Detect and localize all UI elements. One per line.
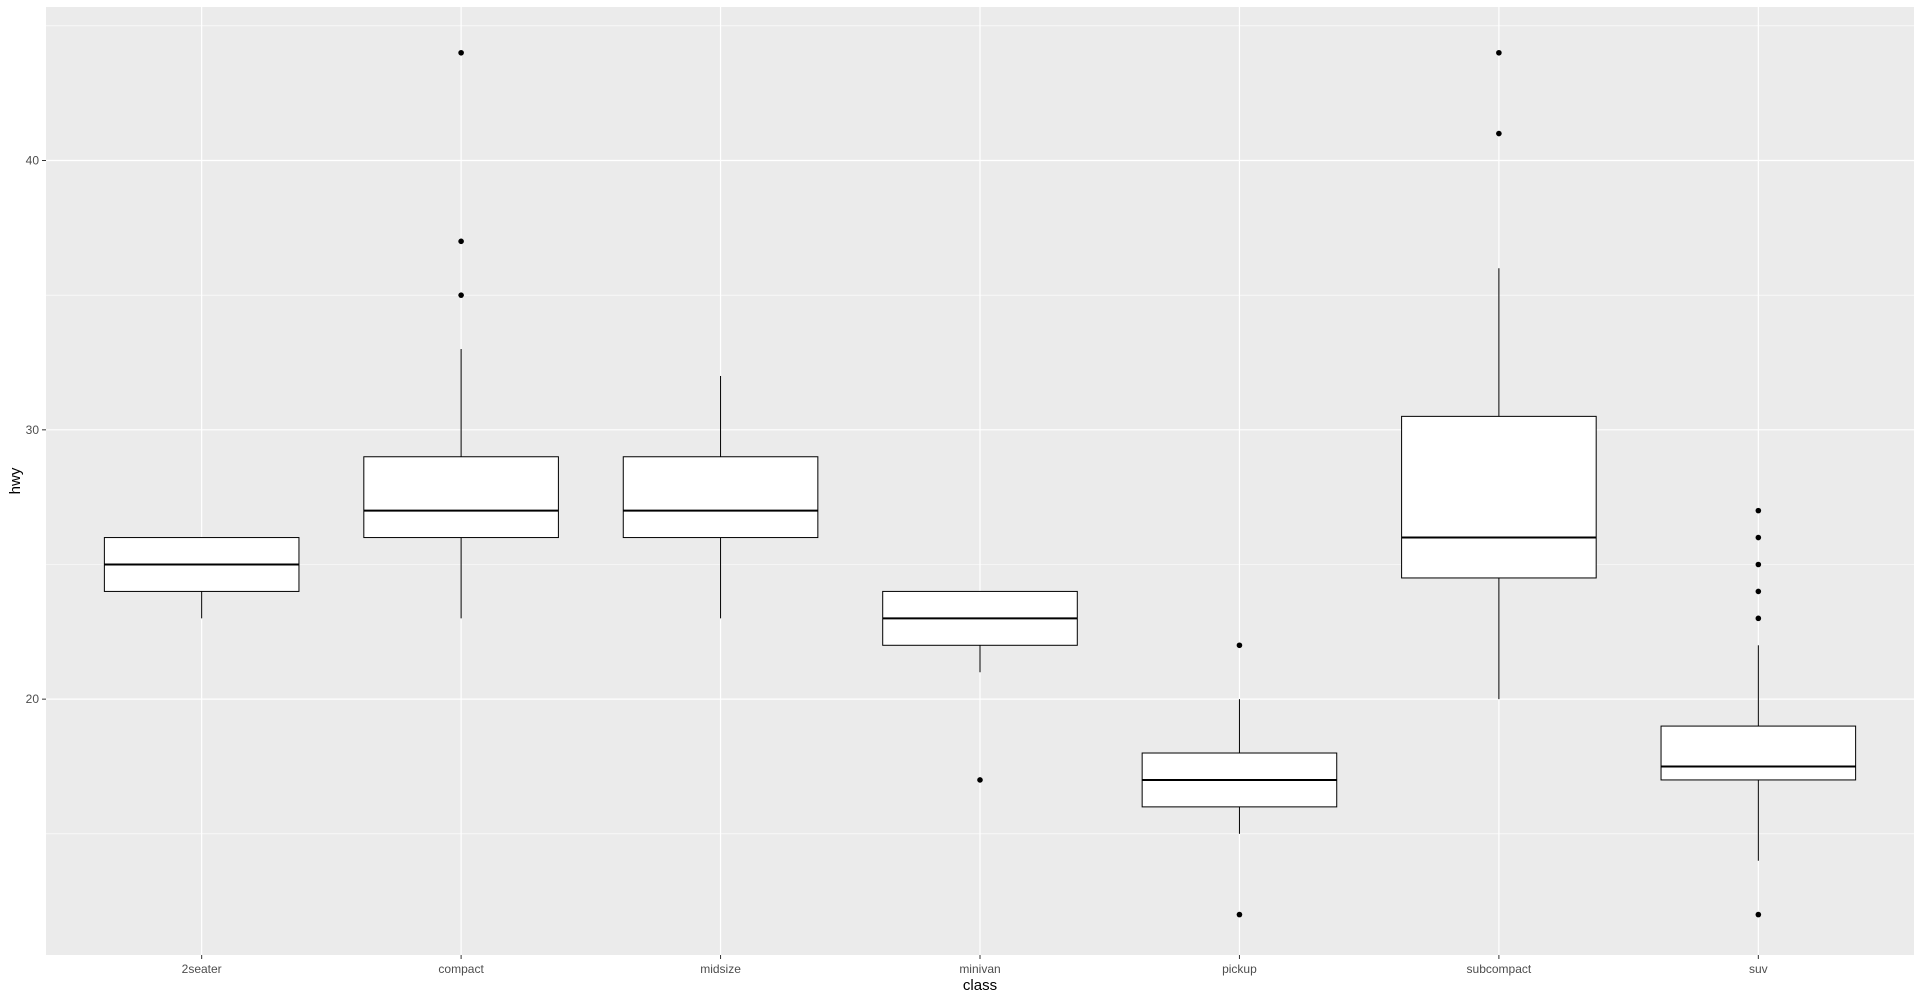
outlier-point — [1755, 615, 1762, 622]
box-group-midsize — [622, 375, 819, 619]
box-iqr — [363, 456, 559, 539]
outlier-point — [458, 49, 464, 56]
outlier-point — [458, 238, 464, 245]
y-tick-label: 20 — [26, 692, 40, 706]
x-tick-label: minivan — [959, 962, 1000, 976]
x-tick-label: compact — [438, 962, 484, 976]
boxes-layer — [103, 49, 1857, 918]
y-axis-title: hwy — [7, 467, 24, 494]
box-group-minivan — [882, 590, 1078, 783]
outlier-point — [1496, 130, 1502, 137]
outlier-point — [1755, 911, 1762, 918]
box-group-compact — [363, 49, 559, 619]
outlier-point — [1755, 561, 1762, 568]
outlier-point — [1755, 588, 1762, 595]
box-group-2seater — [103, 537, 300, 619]
box-group-subcompact — [1401, 49, 1597, 700]
x-tick-label: midsize — [700, 962, 741, 976]
x-axis-title: class — [963, 977, 997, 994]
y-tick-label: 40 — [26, 154, 40, 168]
box-iqr — [1401, 415, 1597, 579]
x-axis: 2seater compact midsize minivan pickup subcom… — [182, 955, 1768, 976]
x-tick-label: suv — [1749, 962, 1768, 976]
watermark: https://blog.csdn.net/weixin_43208322 — [1657, 973, 1912, 990]
box-group-suv — [1660, 507, 1857, 918]
x-tick-label: 2seater — [182, 962, 222, 976]
outlier-point — [1755, 534, 1762, 541]
y-axis: 20 30 40 — [26, 154, 46, 706]
y-tick-label: 30 — [26, 423, 40, 437]
x-tick-label: pickup — [1222, 962, 1257, 976]
box-iqr — [622, 456, 819, 539]
outlier-point — [1236, 911, 1243, 918]
outlier-point — [1496, 49, 1502, 56]
x-tick-label: subcompact — [1467, 962, 1532, 976]
outlier-point — [1236, 642, 1243, 649]
outlier-point — [1755, 507, 1762, 514]
outlier-point — [458, 292, 464, 298]
box-iqr — [1660, 725, 1857, 781]
box-group-pickup — [1141, 642, 1338, 918]
outlier-point — [977, 777, 983, 783]
